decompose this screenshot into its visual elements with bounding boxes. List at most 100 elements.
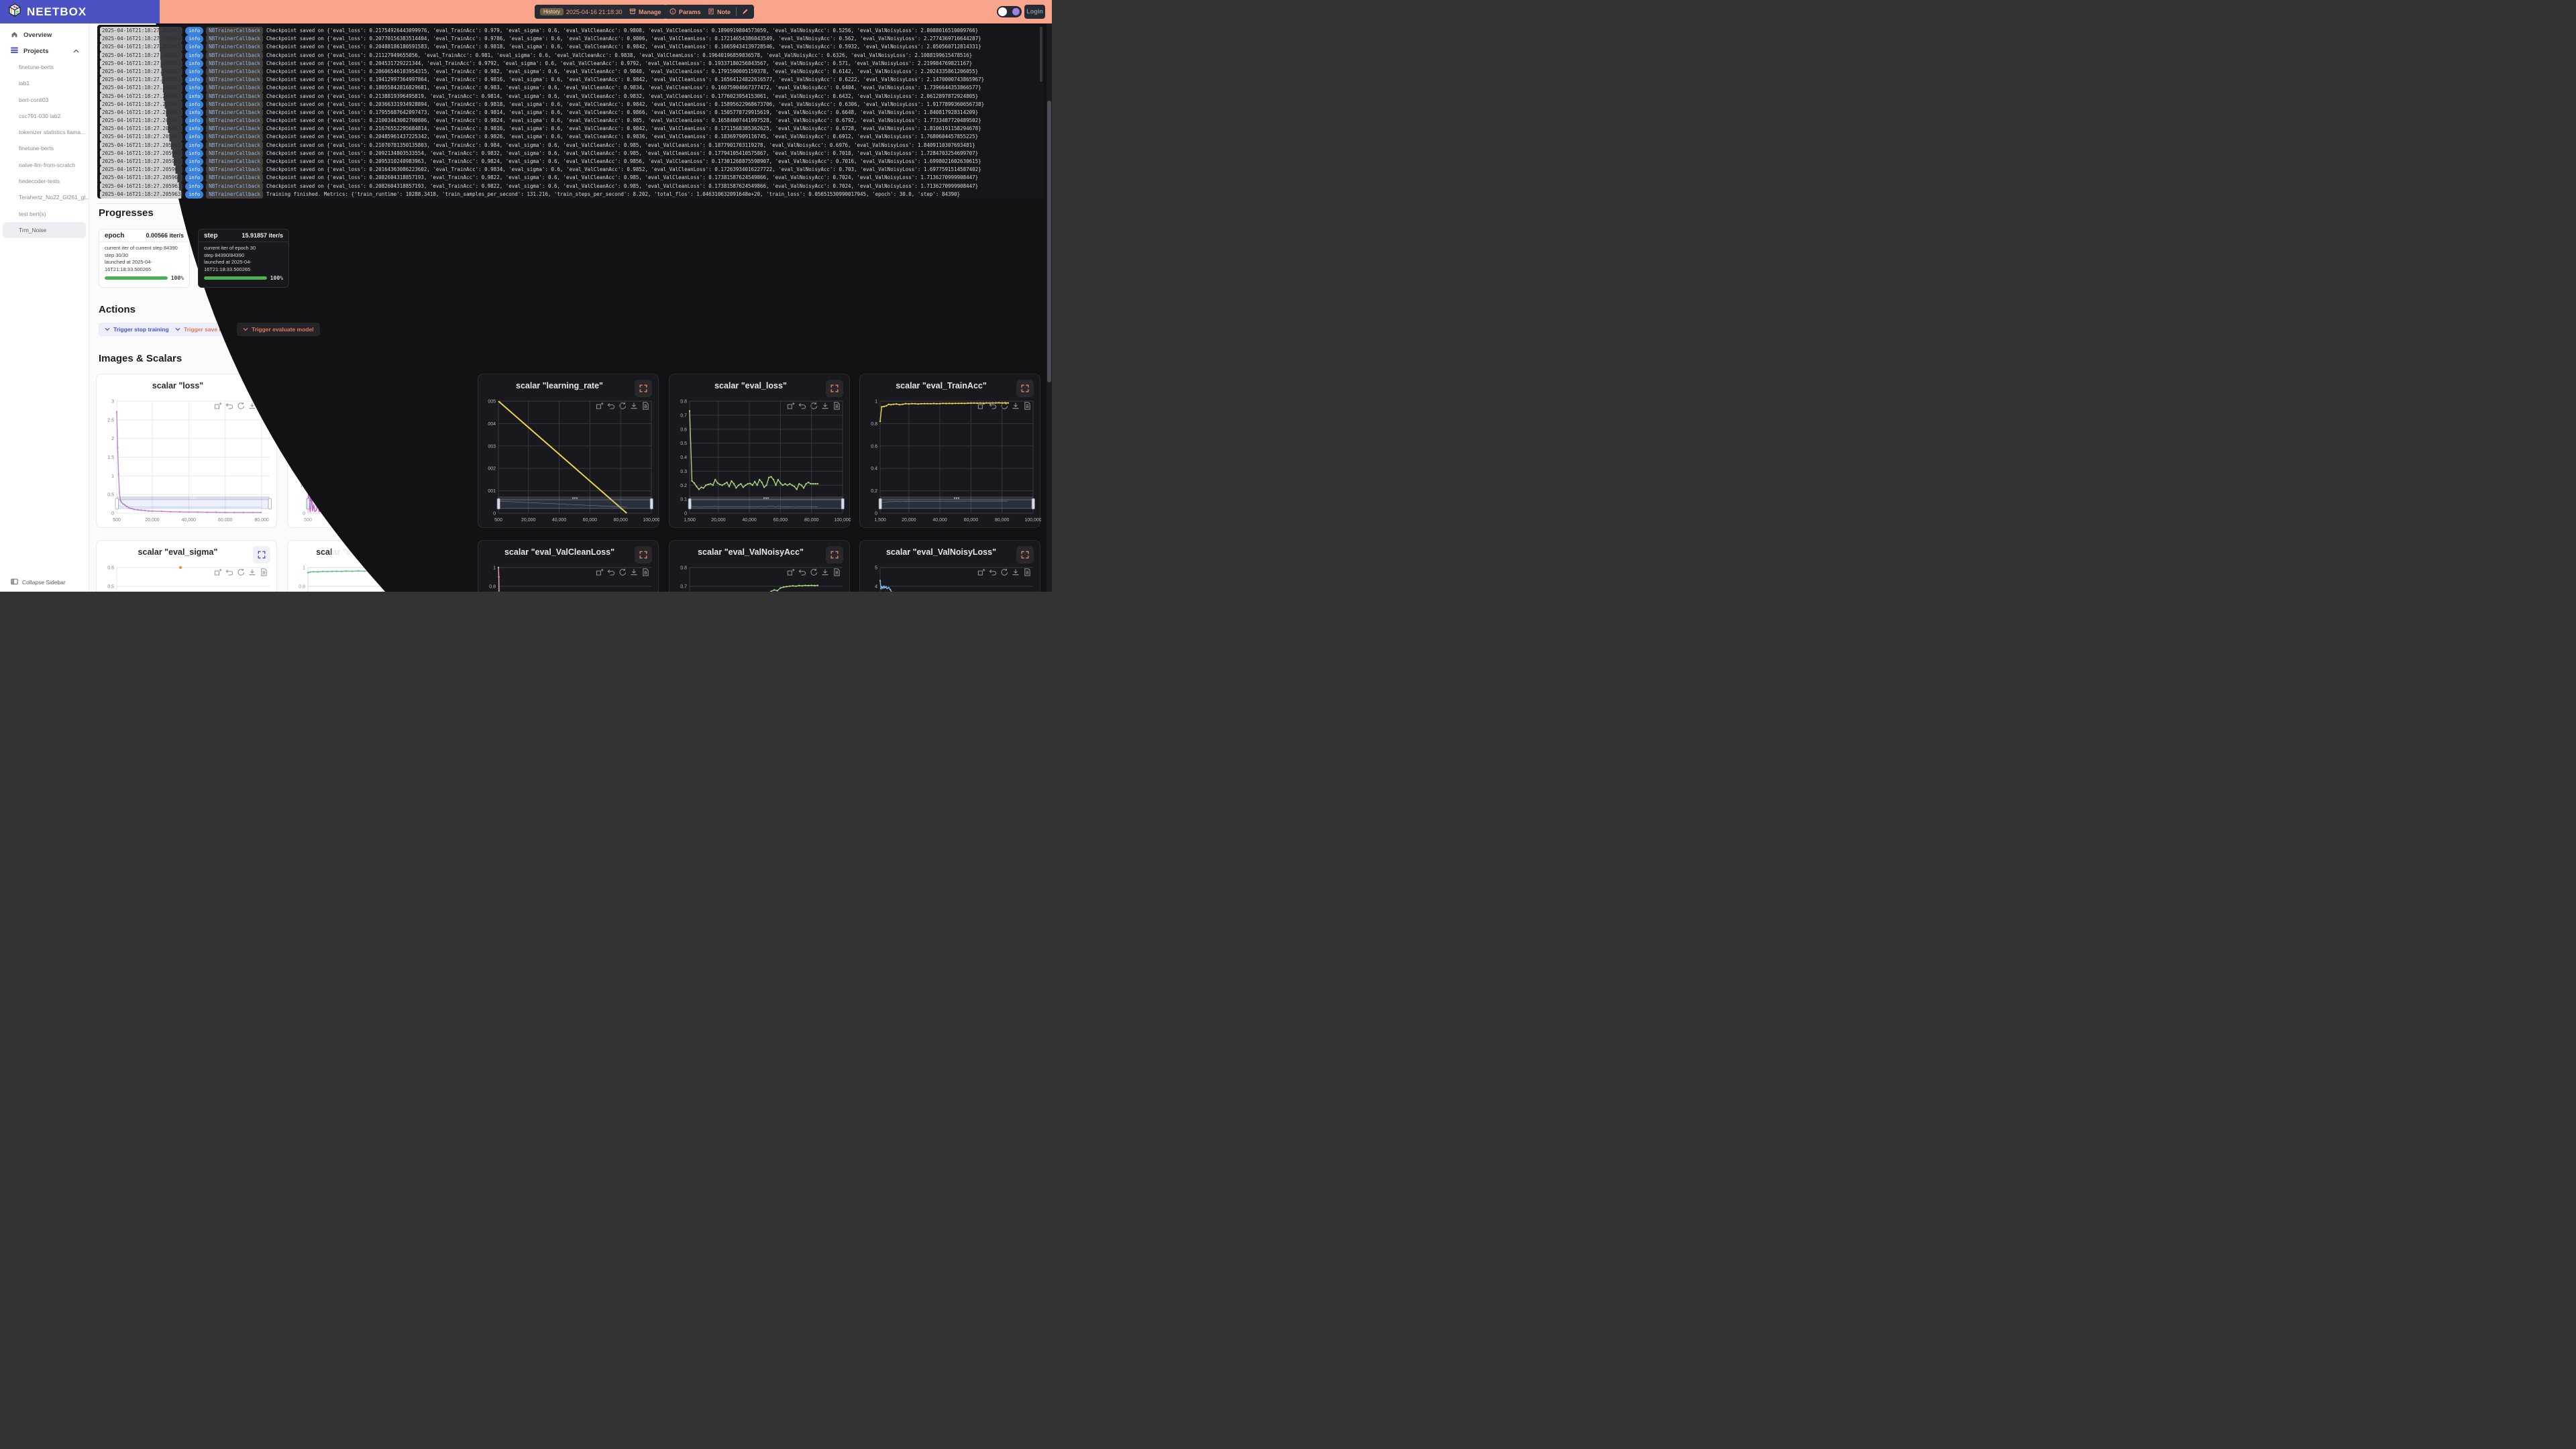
sidebar-item-project[interactable]: hedecoder-tests	[19, 178, 60, 185]
undo-zoom-icon[interactable]	[989, 568, 997, 576]
undo-zoom-icon[interactable]	[225, 568, 233, 576]
rangeslider-handle[interactable]	[1031, 498, 1035, 510]
download-icon[interactable]	[248, 401, 256, 409]
data-log-icon[interactable]	[833, 568, 841, 576]
zoom-box-icon[interactable]	[787, 401, 795, 409]
log-console[interactable]: 2025-04-16T21:18:27.205963 info NBTrainerC…	[97, 25, 1044, 199]
expand-icon[interactable]	[253, 546, 270, 564]
rangeslider-handle[interactable]	[115, 498, 119, 510]
sidebar-item-project[interactable]: finetune-berts	[19, 145, 54, 152]
rangeslider-handle[interactable]	[649, 498, 653, 510]
sidebar-item-project[interactable]: test bert(s)	[19, 210, 46, 217]
edit-pencil-icon[interactable]	[742, 8, 749, 16]
rangeslider-handle[interactable]	[878, 498, 882, 510]
download-icon[interactable]	[821, 568, 829, 576]
log-message: Checkpoint saved on {'eval_loss': 0.2077…	[266, 36, 981, 42]
collapse-sidebar-button[interactable]: Collapse Sidebar	[0, 578, 89, 586]
rangeslider[interactable]	[689, 499, 843, 509]
log-scrollbar[interactable]	[1040, 27, 1042, 82]
data-log-icon[interactable]	[641, 401, 649, 410]
params-button[interactable]: Params	[664, 5, 706, 19]
login-button[interactable]: Login	[1024, 5, 1045, 19]
refresh-icon[interactable]	[237, 401, 245, 409]
data-log-icon[interactable]	[1023, 568, 1031, 576]
data-log-icon[interactable]	[641, 568, 649, 576]
chart-card-eval_ValNoisyLoss: scalar "eval_ValNoisyLoss" 5 4 3 2 1 0	[859, 540, 1040, 592]
sidebar-item-project[interactable]: lab1	[19, 80, 30, 87]
rangeslider-grip[interactable]	[880, 496, 1033, 500]
rangeslider-handle[interactable]	[496, 498, 500, 510]
expand-icon[interactable]	[1016, 546, 1034, 564]
sidebar: Overview Projects finetune-berts lab1 bert…	[0, 23, 89, 592]
sidebar-item-project[interactable]: Trm_Noise	[3, 221, 86, 239]
expand-icon[interactable]	[826, 380, 843, 397]
rangeslider-handle[interactable]	[268, 498, 272, 510]
expand-icon[interactable]	[1016, 380, 1034, 397]
undo-zoom-icon[interactable]	[607, 568, 615, 576]
rangeslider-grip[interactable]	[498, 496, 651, 500]
download-icon[interactable]	[248, 568, 256, 576]
sidebar-item-project[interactable]: csc791-030 lab2	[19, 112, 61, 119]
log-tag-badge: NBTrainerCallback	[206, 84, 264, 93]
sidebar-item-project[interactable]: Terahertz_No22_Gl261_gl...	[19, 194, 89, 201]
zoom-box-icon[interactable]	[787, 568, 795, 576]
note-button-group[interactable]: Note	[702, 5, 754, 19]
download-icon[interactable]	[1012, 568, 1020, 576]
download-icon[interactable]	[821, 401, 829, 409]
zoom-box-icon[interactable]	[596, 401, 604, 409]
rangeslider[interactable]	[498, 499, 652, 509]
rangeslider-handle[interactable]	[306, 498, 310, 510]
svg-text:500: 500	[494, 518, 502, 523]
svg-text:500: 500	[304, 518, 312, 523]
refresh-icon[interactable]	[619, 568, 627, 576]
chart-card-loss: scalar "loss" 3 2.5 2 1.5 1 0.5 0 500 20,000 40,00…	[96, 374, 277, 528]
sidebar-projects-header[interactable]: Projects	[0, 46, 89, 56]
expand-icon[interactable]	[826, 546, 843, 564]
zoom-box-icon[interactable]	[977, 568, 985, 576]
history-dropdown[interactable]: History 2025-04-16 21:18:30	[535, 5, 636, 19]
trigger-stop-training-button[interactable]: Trigger stop training	[99, 323, 175, 336]
sidebar-item-project[interactable]: finetune-berts	[19, 64, 54, 70]
sidebar-item-project[interactable]: naive-llm-from-scratch	[19, 161, 76, 168]
expand-icon[interactable]	[635, 546, 652, 564]
svg-text:60,000: 60,000	[583, 518, 598, 523]
undo-zoom-icon[interactable]	[607, 401, 615, 409]
rangeslider-handle[interactable]	[841, 498, 845, 510]
refresh-icon[interactable]	[810, 401, 818, 409]
refresh-icon[interactable]	[1000, 401, 1008, 409]
rangeslider[interactable]	[116, 499, 270, 509]
undo-zoom-icon[interactable]	[798, 568, 806, 576]
theme-toggle[interactable]	[997, 6, 1022, 17]
zoom-box-icon[interactable]	[977, 401, 985, 409]
refresh-icon[interactable]	[619, 401, 627, 409]
zoom-box-icon[interactable]	[214, 568, 222, 576]
download-icon[interactable]	[1012, 401, 1020, 409]
undo-zoom-icon[interactable]	[989, 401, 997, 409]
undo-zoom-icon[interactable]	[798, 401, 806, 409]
data-log-icon[interactable]	[833, 401, 841, 410]
data-log-icon[interactable]	[260, 568, 268, 576]
sidebar-item-project[interactable]: bert-conll03	[19, 96, 49, 103]
svg-text:0: 0	[303, 512, 305, 517]
sidebar-item-project[interactable]: tokenizer statistics llama...	[19, 129, 86, 136]
undo-zoom-icon[interactable]	[225, 401, 233, 409]
rangeslider-grip[interactable]	[117, 496, 270, 500]
expand-icon[interactable]	[635, 380, 652, 397]
rangeslider-handle[interactable]	[688, 498, 692, 510]
log-line: 2025-04-16T21:18:27.205963 info NBTrainerC…	[100, 166, 1044, 174]
sidebar-item-overview[interactable]: Overview	[0, 30, 89, 40]
data-log-icon[interactable]	[1023, 401, 1031, 410]
refresh-icon[interactable]	[810, 568, 818, 576]
page-scrollbar[interactable]	[1047, 101, 1051, 382]
zoom-box-icon[interactable]	[596, 568, 604, 576]
rangeslider-grip[interactable]	[690, 496, 843, 500]
rangeslider[interactable]	[879, 499, 1034, 509]
manage-button[interactable]: Manage	[624, 5, 667, 19]
zoom-box-icon[interactable]	[214, 401, 222, 409]
refresh-icon[interactable]	[1000, 568, 1008, 576]
trigger-evaluate-model-button[interactable]: Trigger evaluate model	[237, 323, 320, 336]
logo-block[interactable]: NEETBOX	[0, 0, 160, 23]
download-icon[interactable]	[630, 568, 638, 576]
download-icon[interactable]	[630, 401, 638, 409]
refresh-icon[interactable]	[237, 568, 245, 576]
